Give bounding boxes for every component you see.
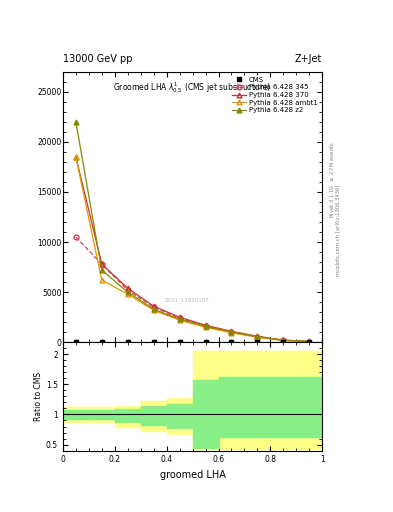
Pythia 6.428 345 — [281, 337, 286, 344]
Pythia 6.428 345 — [203, 323, 208, 329]
Pythia 6.428 z2 — [229, 329, 234, 335]
CMS — [203, 339, 208, 346]
CMS — [281, 339, 286, 346]
Pythia 6.428 ambt1 — [307, 338, 312, 345]
Pythia 6.428 z2 — [151, 306, 156, 312]
Text: mcplots.cern.ch [arXiv:1306.3436]: mcplots.cern.ch [arXiv:1306.3436] — [336, 185, 341, 276]
Pythia 6.428 370 — [229, 328, 234, 334]
CMS — [125, 339, 130, 346]
Text: Groomed LHA $\lambda^{1}_{0.5}$ (CMS jet substructure): Groomed LHA $\lambda^{1}_{0.5}$ (CMS jet… — [114, 80, 272, 95]
CMS — [73, 339, 78, 346]
Text: 13000 GeV pp: 13000 GeV pp — [63, 54, 132, 64]
Pythia 6.428 z2 — [255, 333, 260, 339]
Pythia 6.428 345 — [307, 338, 312, 345]
Pythia 6.428 370 — [281, 337, 286, 343]
Pythia 6.428 370 — [125, 285, 130, 291]
CMS — [151, 339, 156, 346]
CMS — [255, 339, 260, 346]
Pythia 6.428 z2 — [177, 316, 182, 323]
Pythia 6.428 345 — [229, 329, 234, 335]
Line: CMS: CMS — [74, 340, 311, 345]
Pythia 6.428 370 — [73, 154, 78, 160]
Line: Pythia 6.428 345: Pythia 6.428 345 — [73, 234, 312, 344]
CMS — [177, 339, 182, 346]
X-axis label: groomed LHA: groomed LHA — [160, 470, 226, 480]
Pythia 6.428 345 — [177, 315, 182, 322]
CMS — [307, 339, 312, 346]
Pythia 6.428 370 — [151, 303, 156, 309]
Pythia 6.428 z2 — [73, 119, 78, 125]
Pythia 6.428 z2 — [125, 289, 130, 295]
Text: 2021_11920187: 2021_11920187 — [165, 297, 210, 304]
CMS — [229, 339, 234, 346]
Text: Z+Jet: Z+Jet — [295, 54, 322, 64]
Pythia 6.428 370 — [255, 333, 260, 339]
Pythia 6.428 345 — [73, 234, 78, 240]
Pythia 6.428 345 — [255, 334, 260, 340]
Pythia 6.428 345 — [125, 287, 130, 293]
Pythia 6.428 z2 — [203, 323, 208, 329]
Pythia 6.428 345 — [99, 261, 104, 267]
Pythia 6.428 ambt1 — [177, 317, 182, 324]
Text: Rivet 3.1.10, $\geq$ 2.7M events: Rivet 3.1.10, $\geq$ 2.7M events — [328, 141, 336, 218]
Pythia 6.428 ambt1 — [125, 291, 130, 297]
Line: Pythia 6.428 370: Pythia 6.428 370 — [73, 155, 312, 344]
Pythia 6.428 ambt1 — [151, 307, 156, 313]
Pythia 6.428 z2 — [281, 337, 286, 344]
CMS — [99, 339, 104, 346]
Legend: CMS, Pythia 6.428 345, Pythia 6.428 370, Pythia 6.428 ambt1, Pythia 6.428 z2: CMS, Pythia 6.428 345, Pythia 6.428 370,… — [230, 75, 319, 115]
Pythia 6.428 ambt1 — [281, 337, 286, 344]
Pythia 6.428 ambt1 — [203, 324, 208, 330]
Pythia 6.428 370 — [177, 314, 182, 321]
Pythia 6.428 370 — [307, 338, 312, 345]
Pythia 6.428 345 — [151, 304, 156, 310]
Pythia 6.428 ambt1 — [255, 334, 260, 340]
Pythia 6.428 z2 — [99, 267, 104, 273]
Pythia 6.428 ambt1 — [73, 154, 78, 160]
Line: Pythia 6.428 ambt1: Pythia 6.428 ambt1 — [73, 155, 312, 344]
Pythia 6.428 z2 — [307, 338, 312, 345]
Line: Pythia 6.428 z2: Pythia 6.428 z2 — [73, 119, 312, 344]
Pythia 6.428 ambt1 — [229, 330, 234, 336]
Pythia 6.428 370 — [203, 322, 208, 328]
Y-axis label: Ratio to CMS: Ratio to CMS — [34, 372, 43, 421]
Pythia 6.428 ambt1 — [99, 277, 104, 283]
Pythia 6.428 370 — [99, 261, 104, 267]
